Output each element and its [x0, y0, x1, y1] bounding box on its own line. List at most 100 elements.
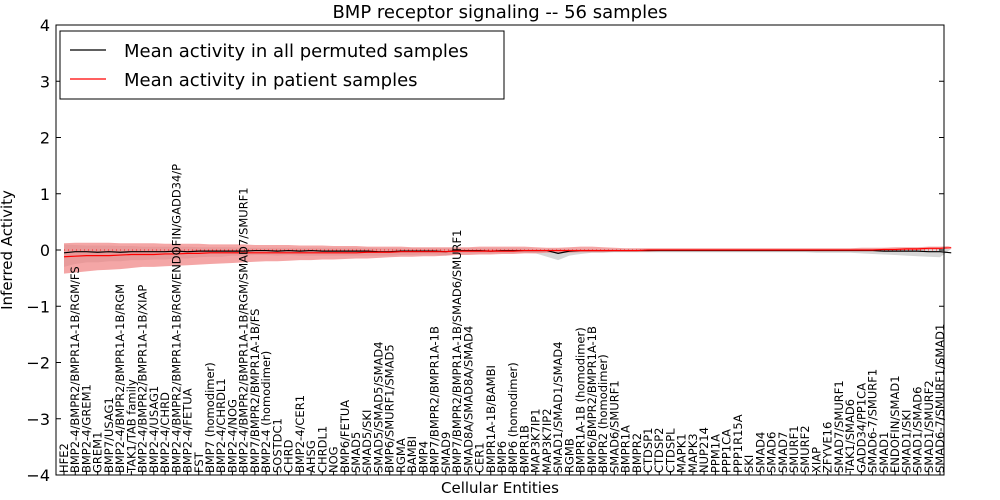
- x-tick-label: SMAD1: [877, 432, 891, 473]
- y-axis-ticks: −4 −3 −2 −1 0 1 2 3 4: [26, 16, 944, 485]
- series-lines: [63, 247, 952, 258]
- x-tick-label: SMAD7: [776, 432, 790, 473]
- x-tick-label: SMAD6: [765, 432, 779, 473]
- legend-box: [59, 30, 505, 100]
- x-tick-label: CTDSP2: [652, 428, 666, 473]
- x-tick-label: FST: [192, 451, 206, 473]
- x-tick-label: SMAD6-7/SMURF1/SMAD1: [933, 324, 947, 473]
- x-tick-label: SMURF2: [798, 425, 812, 473]
- y-tick-label: −3: [26, 410, 50, 429]
- x-tick-label: ENDOFIN/SMAD1: [888, 375, 902, 473]
- x-tick-label: BMP2-4/CER1: [293, 395, 307, 473]
- x-tick-label: SMAD6/SMURF1: [607, 380, 621, 473]
- legend-label-patient: Mean activity in patient samples: [124, 70, 418, 91]
- x-tick-label: PPP1R15A: [731, 414, 745, 473]
- x-tick-label: BMP2-4/CHRD: [158, 392, 172, 473]
- x-tick-label: NOG: [327, 446, 341, 473]
- x-tick-label: BMP4: [416, 441, 430, 473]
- x-tick-label: CHRD: [282, 439, 296, 473]
- x-tick-label: TAK1/TAB family: [124, 379, 138, 474]
- legend-label-permuted: Mean activity in all permuted samples: [124, 41, 468, 62]
- x-tick-label: SKI: [742, 455, 756, 473]
- x-tick-label: PPP1CA: [720, 429, 734, 473]
- x-tick-label: BMPR2: [630, 433, 644, 473]
- x-tick-label: BMP2-4/BMPR2/BMPR1A-1B/XIAP: [136, 285, 150, 473]
- x-tick-label: SMAD6-7/SMURF1: [866, 369, 880, 473]
- confidence-bands: [64, 242, 952, 274]
- x-tick-label: BAMBI: [405, 436, 419, 473]
- x-tick-label: BMP7 (homodimer): [203, 362, 217, 473]
- x-tick-label: BMPR1A-1B (homodimer): [574, 327, 588, 473]
- patient-activity-band: [64, 242, 952, 274]
- x-tick-label: SMAD1/SMAD1/SMAD4: [551, 341, 565, 473]
- patient-mean-line: [63, 247, 952, 258]
- y-tick-label: −4: [26, 466, 50, 485]
- x-tick-label: XIAP: [809, 447, 823, 473]
- x-tick-label: BMPR2 (homodimer): [596, 354, 610, 473]
- x-tick-label: SMAD1/SKI: [899, 410, 913, 473]
- y-tick-label: −2: [26, 354, 50, 373]
- x-tick-label: BMP2-4/BMPR2/BMPR1A-1B/RGM/ENDOFIN/GADD3…: [169, 164, 183, 473]
- x-tick-label: SMAD7/SMURF1: [832, 380, 846, 473]
- x-tick-label: BMP7/USAG1: [102, 397, 116, 473]
- plot-frame: [55, 24, 945, 476]
- x-tick-label: SMAD1/SMAD6: [911, 387, 925, 473]
- x-tick-label: AHSG: [304, 440, 318, 473]
- x-tick-label: SMAD5: [349, 432, 363, 473]
- x-tick-label: SMAD4: [753, 432, 767, 473]
- x-tick-label: CTDSPL: [663, 428, 677, 473]
- x-tick-label: SMAD1/SMURF2: [922, 380, 936, 473]
- x-tick-label: BMP2-4 (homodimer): [259, 351, 273, 473]
- x-tick-label: HFE2: [57, 443, 71, 473]
- x-tick-label: BMP2-4/USAG1: [147, 386, 161, 473]
- x-tick-label: MAPK3: [686, 433, 700, 473]
- x-tick-label: BMP2-4/FETUA: [181, 388, 195, 473]
- x-tick-label: MAP3K7IP1: [529, 408, 543, 473]
- y-tick-label: 0: [40, 241, 50, 260]
- x-tick-label: CER1: [473, 442, 487, 473]
- x-axis-tick-labels: HFE2BMP2-4/BMPR2/BMPR1A-1B/RGM/FSBMP2-4/…: [57, 164, 947, 475]
- y-tick-label: 2: [40, 129, 50, 148]
- x-tick-label: SMURF1: [787, 425, 801, 473]
- x-tick-label: GREM1: [91, 432, 105, 473]
- x-tick-label: BMPR1B: [517, 425, 531, 473]
- x-tick-label: BMP7/BMPR2/BMPR1A-1B/SMAD6/SMURF1: [450, 230, 464, 473]
- y-tick-label: 4: [40, 16, 50, 35]
- x-axis-label: Cellular Entities: [441, 479, 559, 497]
- y-tick-label: −1: [26, 297, 50, 316]
- x-tick-label: BMP2-4/BMPR2/BMPR1A-1B/RGM/SMAD7/SMURF1: [237, 187, 251, 473]
- x-tick-label: BMP7/BMPR2/BMPR1A-1B: [428, 326, 442, 473]
- y-tick-label: 1: [40, 185, 50, 204]
- x-tick-label: BMP6 (homodimer): [506, 362, 520, 473]
- x-tick-label: BMP6/FETUA: [338, 400, 352, 473]
- x-tick-label: SMAD8A/SMAD8A/SMAD4: [461, 326, 475, 473]
- x-tick-label: BMP2-4/BMPR2/BMPR1A-1B/RGM: [113, 284, 127, 473]
- x-tick-label: MAP3K7IP2: [540, 408, 554, 473]
- x-tick-label: SMAD5/SKI: [360, 410, 374, 473]
- x-tick-label: CTDSP1: [641, 428, 655, 473]
- x-tick-label: SMAD5/SMAD5/SMAD4: [371, 341, 385, 473]
- x-tick-label: PPM1A: [708, 434, 722, 473]
- x-tick-label: BMP6: [495, 441, 509, 473]
- x-tick-label: TAK1/SMAD6: [843, 399, 857, 474]
- x-tick-label: BMPR1A-1B/BAMBI: [484, 365, 498, 473]
- x-tick-label: RGMB: [562, 438, 576, 473]
- x-tick-label: BMP6/SMURF1/SMAD5: [383, 344, 397, 473]
- y-tick-label: 3: [40, 72, 50, 91]
- x-tick-label: CHRDL1: [315, 426, 329, 473]
- chart-title: BMP receptor signaling -- 56 samples: [332, 2, 667, 23]
- x-tick-label: NUP214: [697, 427, 711, 473]
- x-tick-label: GADD34/PP1CA: [854, 383, 868, 473]
- x-tick-label: BMP2-4/GREM1: [79, 384, 93, 473]
- x-tick-label: BMP7/BMPR2/BMPR1A-1B/FS: [248, 309, 262, 473]
- legend: Mean activity in all permuted samples Me…: [59, 30, 505, 100]
- x-tick-label: BMP2-4/CHRDL1: [214, 378, 228, 473]
- y-axis-label: Inferred Activity: [0, 190, 16, 310]
- x-tick-label: BMPR1A: [619, 425, 633, 473]
- x-tick-label: SOSTDC1: [270, 418, 284, 473]
- x-tick-label: SMAD9: [439, 432, 453, 473]
- x-tick-label: ZFYVE16: [821, 422, 835, 473]
- x-tick-label: BMP2-4/NOG: [225, 399, 239, 473]
- x-tick-label: RGMA: [394, 438, 408, 473]
